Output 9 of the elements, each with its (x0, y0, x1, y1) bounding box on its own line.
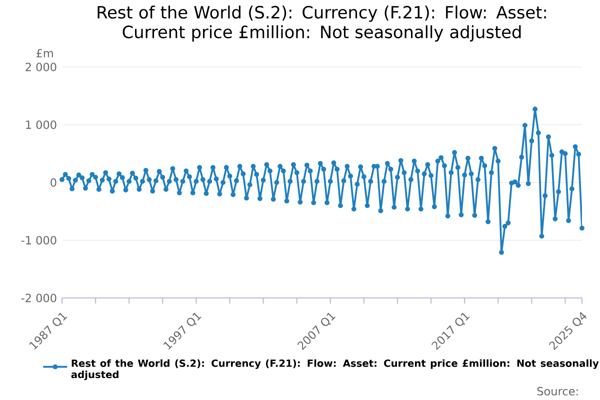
y-tick-label: 2 000 (26, 62, 56, 72)
y-tick-label: 1 000 (26, 120, 56, 129)
y-tick-label: -2 000 (21, 294, 56, 302)
chart-title: Rest of the World (S.2): Currency (F.21): Flow: Asset: Current price £million: Not seasonally adjusted (98, 6, 546, 42)
source-note: Source: (537, 386, 578, 396)
y-axis-title: £m (36, 48, 53, 58)
y-tick-label: 0 (50, 178, 56, 187)
y-tick-label: -1 000 (21, 236, 56, 244)
legend-label: Rest of the World (S.2): Currency (F.21): Flow: Asset: Current price £million: Not seasonally adjusted (71, 359, 599, 380)
